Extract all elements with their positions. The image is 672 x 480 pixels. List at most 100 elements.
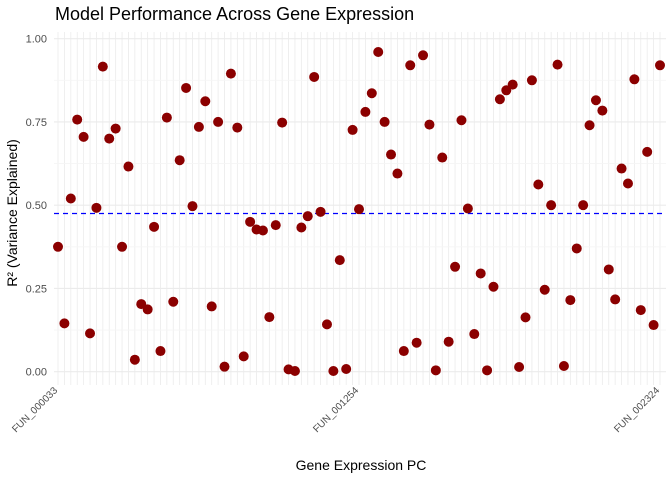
data-point [648, 320, 659, 331]
data-point [117, 241, 128, 252]
data-point [469, 329, 480, 340]
data-point [424, 119, 435, 130]
y-tick-label: 0.00 [26, 367, 47, 379]
data-point [174, 155, 185, 166]
data-point [206, 301, 217, 312]
data-point [552, 59, 563, 70]
data-point [257, 225, 268, 236]
data-point [462, 203, 473, 214]
data-points [53, 46, 665, 377]
data-point [475, 268, 486, 279]
y-axis-title: R² (Variance Explained) [4, 139, 20, 287]
data-point [494, 94, 505, 105]
data-point [565, 295, 576, 306]
data-point [328, 366, 339, 377]
x-axis-title: Gene Expression PC [296, 457, 427, 473]
data-point [610, 294, 621, 305]
y-tick-label: 0.25 [26, 283, 47, 295]
data-point [78, 131, 89, 142]
data-point [277, 117, 288, 128]
data-point [514, 362, 525, 373]
data-point [539, 284, 550, 295]
data-point [360, 106, 371, 117]
data-point [642, 146, 653, 157]
data-point [354, 204, 364, 215]
data-point [213, 116, 224, 127]
data-point [270, 220, 281, 231]
data-point [219, 361, 230, 372]
data-point [110, 123, 121, 134]
data-point [379, 116, 390, 127]
data-point [289, 366, 300, 377]
data-point [437, 152, 448, 163]
data-point [72, 114, 83, 125]
x-axis-ticks: FUN_000033 FUN_001254 FUN_002324 [10, 385, 662, 435]
data-point [578, 200, 589, 211]
data-point [309, 71, 320, 82]
data-point [129, 354, 140, 365]
data-point [558, 361, 569, 372]
data-point [264, 312, 275, 323]
data-point [302, 211, 313, 222]
data-point [616, 163, 627, 174]
data-point [501, 85, 512, 96]
data-point [629, 74, 640, 85]
data-point [200, 96, 211, 107]
data-point [232, 122, 243, 133]
x-tick-label: FUN_000033 [10, 385, 60, 435]
data-point [91, 202, 102, 213]
data-point [488, 281, 499, 292]
x-tick-label: FUN_001254 [311, 385, 361, 435]
data-point [104, 133, 115, 144]
data-point [418, 50, 429, 61]
data-point [635, 305, 646, 316]
data-point [398, 346, 409, 357]
data-point [526, 75, 537, 86]
y-axis-ticks: 0.00 0.25 0.50 0.75 1.00 [26, 34, 47, 379]
data-point [597, 105, 608, 116]
data-point [59, 318, 70, 329]
data-point [168, 296, 179, 307]
data-point [97, 61, 108, 72]
data-point [571, 243, 582, 254]
data-point [149, 221, 160, 232]
data-point [53, 241, 63, 252]
data-point [65, 193, 76, 204]
data-point [366, 88, 377, 99]
data-point [533, 179, 544, 190]
data-point [584, 120, 595, 131]
data-point [142, 304, 153, 315]
data-point [161, 112, 172, 123]
grid [54, 32, 666, 385]
data-point [482, 365, 493, 376]
y-tick-label: 0.50 [26, 200, 47, 212]
data-point [341, 364, 352, 375]
data-point [411, 337, 422, 348]
data-point [334, 255, 345, 266]
data-point [622, 178, 633, 189]
data-point [85, 328, 96, 339]
data-point [315, 206, 326, 217]
data-point [603, 264, 614, 275]
chart-title: Model Performance Across Gene Expression [55, 4, 414, 24]
data-point [655, 60, 665, 71]
data-point [321, 319, 332, 330]
y-tick-label: 1.00 [26, 34, 47, 46]
data-point [155, 346, 166, 357]
y-tick-label: 0.75 [26, 117, 47, 129]
data-point [193, 121, 204, 132]
data-point [296, 222, 307, 233]
data-point [386, 149, 397, 160]
data-point [238, 351, 249, 362]
data-point [181, 82, 192, 93]
data-point [520, 312, 531, 323]
data-point [392, 168, 403, 179]
data-point [430, 365, 441, 376]
data-point [590, 95, 601, 106]
data-point [187, 201, 198, 212]
data-point [225, 68, 236, 79]
data-point [507, 79, 518, 90]
data-point [443, 336, 454, 347]
data-point [546, 200, 557, 211]
